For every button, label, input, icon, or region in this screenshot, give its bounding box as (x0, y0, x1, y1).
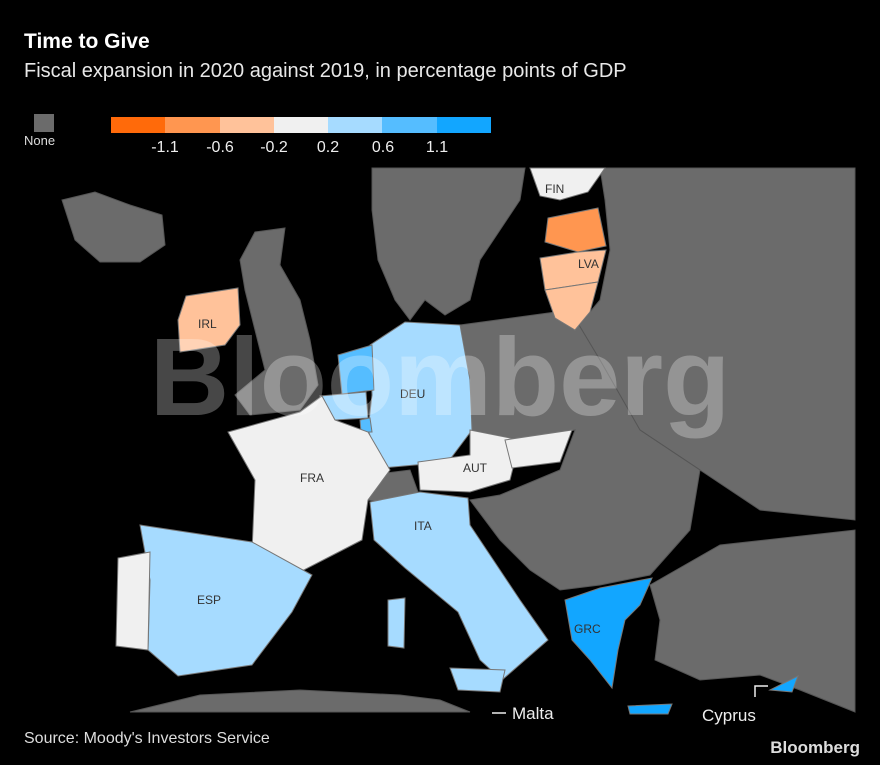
land-turkey (649, 529, 856, 713)
country-ita-sicily[interactable] (449, 667, 506, 693)
annotation-malta: Malta (512, 704, 554, 723)
chart-subtitle: Fiscal expansion in 2020 against 2019, i… (24, 60, 627, 82)
land-north-africa (129, 689, 471, 713)
legend-bin-6 (436, 117, 492, 133)
country-grc[interactable] (564, 577, 653, 690)
label-fin: FIN (545, 182, 564, 196)
bloomberg-logo: Bloomberg (770, 738, 860, 757)
label-deu: DEU (400, 387, 425, 401)
land-scandinavia (371, 167, 526, 321)
legend-none-label: None (24, 133, 56, 148)
legend-none-swatch (34, 114, 54, 132)
watermark: Bloomberg (150, 316, 731, 439)
country-deu[interactable] (367, 321, 473, 469)
land-iceland (61, 191, 166, 263)
legend-bin-1 (165, 117, 220, 133)
country-svk[interactable] (504, 429, 573, 469)
legend-tick: 1.1 (425, 139, 449, 156)
legend-tick: -0.6 (206, 139, 234, 156)
label-esp: ESP (197, 593, 221, 607)
annotation-cyprus: Cyprus (702, 706, 756, 725)
country-fra[interactable] (227, 395, 391, 573)
country-lva[interactable] (539, 249, 607, 291)
country-fin[interactable] (529, 167, 606, 201)
legend-tick: -0.2 (260, 139, 288, 156)
country-irl[interactable] (177, 287, 241, 353)
source-note: Source: Moody's Investors Service (24, 730, 270, 747)
country-lux[interactable] (359, 417, 373, 433)
legend-bin-4 (328, 117, 383, 133)
label-irl: IRL (198, 317, 217, 331)
legend-tick: 0.2 (316, 139, 340, 156)
label-ita: ITA (414, 519, 432, 533)
legend-tick: -1.1 (151, 139, 179, 156)
legend-bin-2 (219, 117, 274, 133)
legend-color-scale (111, 117, 492, 133)
country-nld[interactable] (337, 344, 375, 395)
legend-bin-5 (382, 117, 437, 133)
legend-tick: 0.6 (371, 139, 395, 156)
chart-title: Time to Give (24, 30, 150, 53)
country-ita[interactable] (369, 491, 549, 681)
label-lva: LVA (578, 257, 599, 271)
country-grc-crete[interactable] (627, 703, 673, 715)
country-prt[interactable] (115, 551, 151, 651)
legend-bin-0 (111, 117, 166, 133)
legend-bin-3 (273, 117, 329, 133)
label-aut: AUT (463, 461, 488, 475)
cyprus-leader-line (754, 685, 768, 697)
country-ltu[interactable] (544, 281, 599, 331)
country-est[interactable] (544, 207, 607, 253)
label-grc: GRC (574, 622, 601, 636)
label-fra: FRA (300, 471, 324, 485)
land-uk (234, 227, 319, 416)
country-ita-sardinia[interactable] (387, 597, 406, 649)
country-cyp[interactable] (768, 674, 799, 693)
